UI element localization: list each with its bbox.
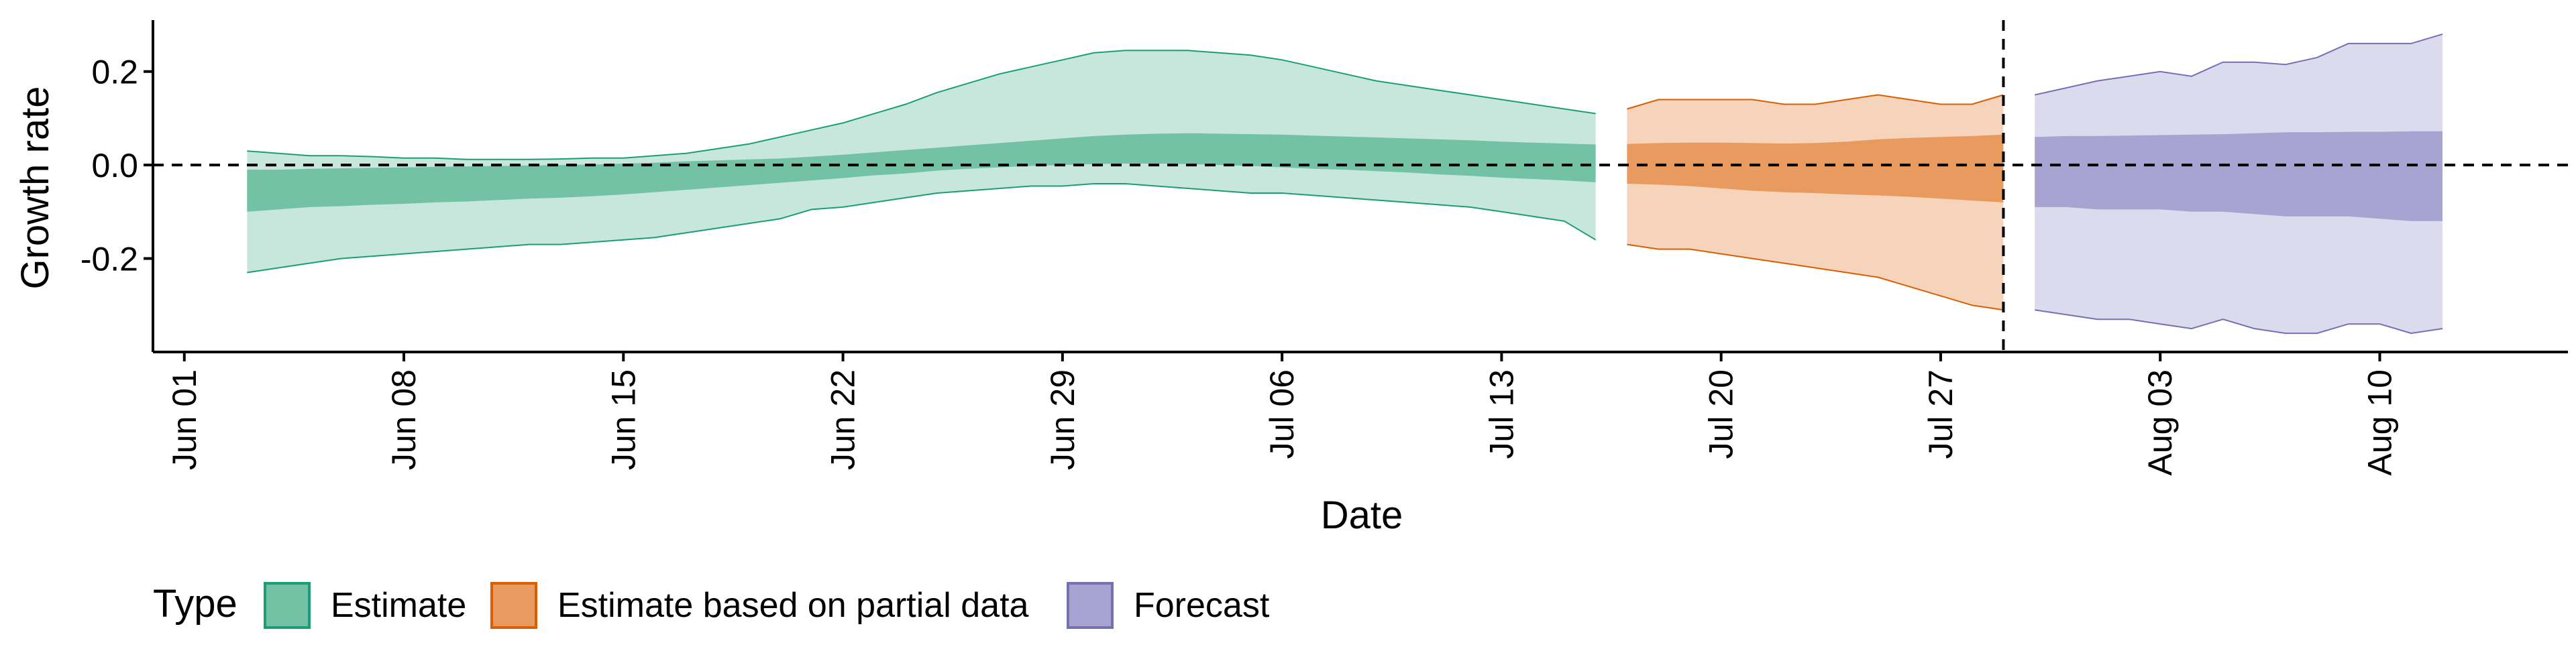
x-tick-label: Jun 15	[604, 369, 642, 470]
estimate-lower-edge	[247, 183, 1597, 274]
legend-label: Forecast	[1134, 586, 1270, 625]
y-axis-label: Growth rate	[13, 86, 57, 290]
forecast-upper-edge	[2034, 33, 2443, 96]
legend-label: Estimate based on partial data	[557, 586, 1029, 625]
estimate-band-50	[247, 133, 1596, 212]
series-bands	[247, 33, 2443, 335]
y-tick-label: 0.2	[91, 54, 138, 91]
reference-lines	[153, 20, 2568, 352]
forecast-lower-edge	[2035, 309, 2443, 335]
estimate-based-on-partial-data-band-50	[1627, 134, 2004, 202]
estimate-based-on-partial-data-upper-edge	[1627, 94, 2004, 110]
x-tick-label: Jul 27	[1922, 369, 1960, 459]
y-tick-label: -0.2	[80, 241, 138, 278]
x-tick-label: Jun 01	[166, 369, 203, 470]
legend-title: Type	[153, 582, 237, 626]
legend: Type Estimate Estimate based on partial d…	[153, 582, 1270, 629]
x-tick-label: Aug 10	[2361, 369, 2399, 475]
x-axis-label: Date	[1321, 493, 1403, 537]
legend-key	[264, 582, 311, 629]
estimate-upper-edge	[247, 50, 1596, 160]
x-tick-label: Jun 29	[1044, 369, 1081, 470]
legend-items: Estimate Estimate based on partial data Fo…	[264, 582, 1270, 629]
x-tick-label: Jun 22	[824, 369, 862, 470]
x-tick-label: Jul 20	[1703, 369, 1740, 459]
y-tick-label: 0.0	[91, 147, 138, 184]
estimate-based-on-partial-data-band-90	[1627, 95, 2004, 310]
estimate-based-on-partial-data-lower-edge	[1627, 243, 2004, 311]
legend-key	[490, 582, 537, 629]
x-tick-label: Jun 08	[385, 369, 423, 470]
x-tick-label: Jul 13	[1483, 369, 1520, 459]
axes: 0.2 0.0 -0.2 Jun 01 Jun 08 Jun 15 Jun 22 Jun 29…	[80, 20, 2568, 475]
x-tick-label: Jul 06	[1263, 369, 1301, 459]
forecast-band-50	[2035, 131, 2443, 221]
legend-key	[1067, 582, 1114, 629]
x-tick-label: Aug 03	[2141, 369, 2179, 475]
legend-label: Estimate	[331, 586, 466, 625]
